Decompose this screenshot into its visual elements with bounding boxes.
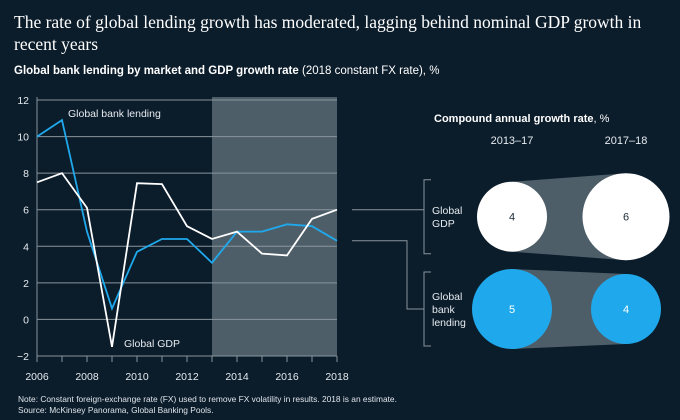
cagr-value: 5 (509, 304, 515, 316)
subtitle-bold: Global bank lending by market and GDP gr… (14, 65, 299, 77)
x-tick-label: 2012 (175, 371, 199, 383)
chart-subtitle: Global bank lending by market and GDP gr… (14, 65, 439, 77)
row-bracket (423, 179, 431, 255)
annotation-global-bank-lending: Global bank lending (68, 108, 161, 120)
row-bracket (423, 271, 431, 347)
x-tick-label: 2006 (25, 371, 49, 383)
cagr-value: 4 (623, 304, 629, 316)
row-label-line: Global (432, 205, 462, 217)
connector-lending (352, 240, 424, 310)
chart-title: The rate of global lending growth has mo… (14, 12, 642, 54)
cagr-period-2013-17: 2013–17 (491, 135, 534, 147)
cagr-value: 4 (509, 212, 515, 224)
row-label-line: Global (432, 291, 462, 303)
cagr-bubble (472, 269, 552, 349)
x-tick-label: 2016 (275, 371, 299, 383)
note-text: Note: Constant foreign-exchange rate (FX… (18, 394, 397, 404)
row-label-line: bank (432, 304, 456, 316)
x-tick-label: 2010 (125, 371, 149, 383)
annotation-global-gdp: Global GDP (124, 338, 180, 350)
row-label-line: lending (432, 317, 466, 329)
x-tick-label: 2018 (325, 371, 349, 383)
y-tick-label: 2 (23, 278, 29, 290)
shaded-period-2013-2018 (212, 97, 337, 356)
row-label-line: GDP (432, 218, 455, 230)
y-tick-label: 10 (17, 132, 29, 144)
row-label: Global GDP (432, 205, 462, 230)
source-text: Source: McKinsey Panorama, Global Bankin… (18, 405, 214, 415)
y-tick-label: −2 (17, 351, 29, 363)
cagr-period-2017-18: 2017–18 (605, 135, 648, 147)
y-tick-label: 0 (23, 314, 29, 326)
x-tick-label: 2008 (75, 371, 99, 383)
cagr-title-bold: Compound annual growth rate (434, 113, 594, 125)
x-tick-label: 2014 (225, 371, 249, 383)
y-tick-label: 4 (23, 241, 29, 253)
y-tick-label: 12 (17, 95, 29, 107)
cagr-title-unit: , % (594, 113, 610, 125)
cagr-bubble (591, 274, 661, 344)
cagr-title: Compound annual growth rate, % (434, 113, 610, 125)
row-label: Global bank lending (432, 291, 466, 329)
y-tick-label: 6 (23, 205, 29, 217)
subtitle-normal: (2018 constant FX rate), % (298, 65, 440, 77)
cagr-bubble (582, 173, 670, 261)
cagr-value: 6 (623, 212, 629, 224)
y-tick-label: 8 (23, 168, 29, 180)
cagr-bubble (477, 181, 547, 252)
footnote: Note: Constant foreign-exchange rate (FX… (18, 394, 397, 416)
